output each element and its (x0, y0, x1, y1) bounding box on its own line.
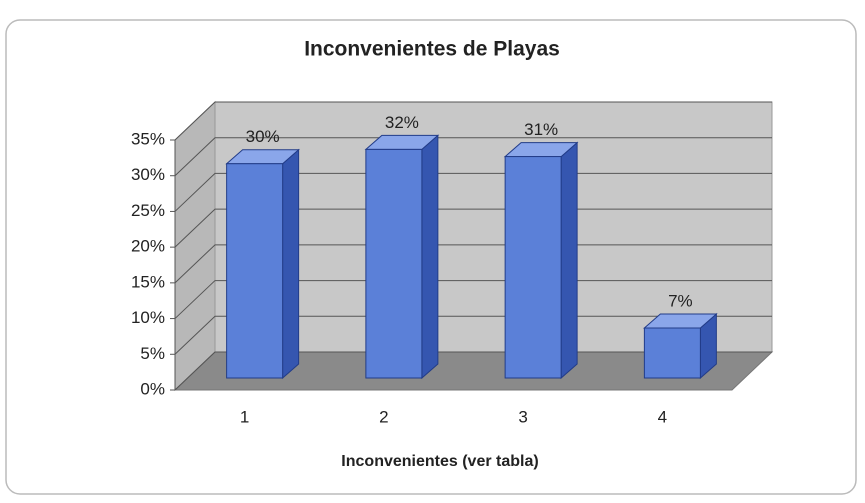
y-tick-label: 25% (131, 201, 165, 220)
y-tick-label: 20% (131, 237, 165, 256)
bar (365, 148, 423, 379)
grid-line (174, 351, 772, 391)
bar-side (421, 134, 439, 380)
grid-line (174, 101, 772, 141)
x-axis-title: Inconvenientes (ver tabla) (341, 453, 538, 470)
bar-side (560, 141, 578, 380)
x-tick-label: 1 (240, 407, 249, 426)
bar (504, 156, 562, 379)
side-wall (174, 100, 216, 392)
bar (226, 163, 284, 379)
y-tick-label: 5% (140, 344, 165, 363)
x-tick-label: 3 (518, 407, 527, 426)
grid-line (174, 137, 772, 177)
x-tick-label: 4 (658, 407, 667, 426)
data-label: 32% (385, 113, 419, 132)
grid-line (174, 208, 772, 248)
grid-line (174, 315, 772, 355)
y-tick-label: 15% (131, 272, 165, 291)
data-label: 30% (246, 127, 280, 146)
grid-line (174, 172, 772, 212)
data-label: 7% (668, 291, 693, 310)
y-tick-label: 10% (131, 308, 165, 327)
grid-line (174, 280, 772, 319)
bar-side (282, 148, 300, 380)
chart-title: Inconvenientes de Playas (304, 38, 560, 61)
y-tick-label: 30% (131, 165, 165, 184)
y-tick-label: 0% (140, 379, 165, 398)
y-tick-label: 35% (131, 129, 165, 148)
data-label: 31% (524, 120, 558, 139)
grid-line (174, 244, 772, 284)
bar (643, 327, 701, 379)
x-tick-label: 2 (379, 407, 388, 426)
